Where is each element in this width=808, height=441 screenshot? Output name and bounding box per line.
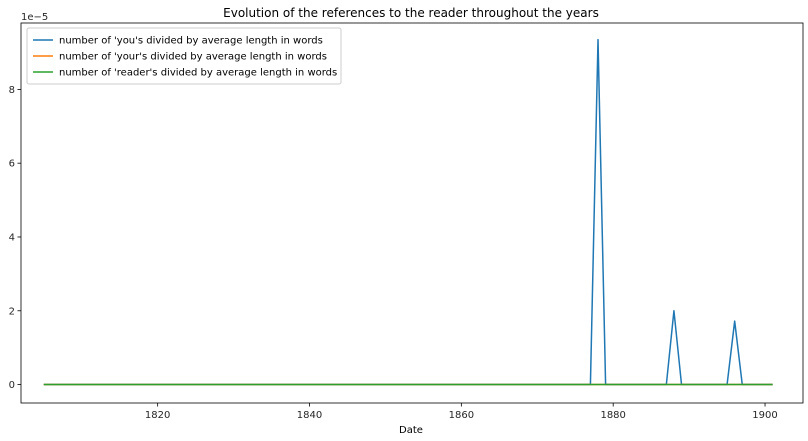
- x-tick-label: 1820: [145, 410, 170, 421]
- legend-label-1: number of 'you's divided by average leng…: [59, 36, 323, 47]
- x-tick-label: 1900: [752, 410, 777, 421]
- y-tick-label: 4: [9, 232, 15, 243]
- y-axis-offset-label: 1e−5: [21, 12, 48, 23]
- y-tick-label: 2: [9, 306, 15, 317]
- y-tick-label: 6: [9, 159, 15, 170]
- x-tick-label: 1860: [449, 410, 474, 421]
- legend: number of 'you's divided by average leng…: [27, 28, 341, 84]
- x-axis-label: Date: [399, 425, 423, 436]
- chart-title: Evolution of the references to the reade…: [223, 6, 599, 20]
- x-tick-label: 1840: [297, 410, 322, 421]
- y-tick-label: 8: [9, 85, 15, 96]
- x-tick-label: 1880: [600, 410, 625, 421]
- legend-label-3: number of 'reader's divided by average l…: [59, 68, 337, 79]
- legend-label-2: number of 'your's divided by average len…: [59, 52, 327, 63]
- y-tick-label: 0: [9, 380, 15, 391]
